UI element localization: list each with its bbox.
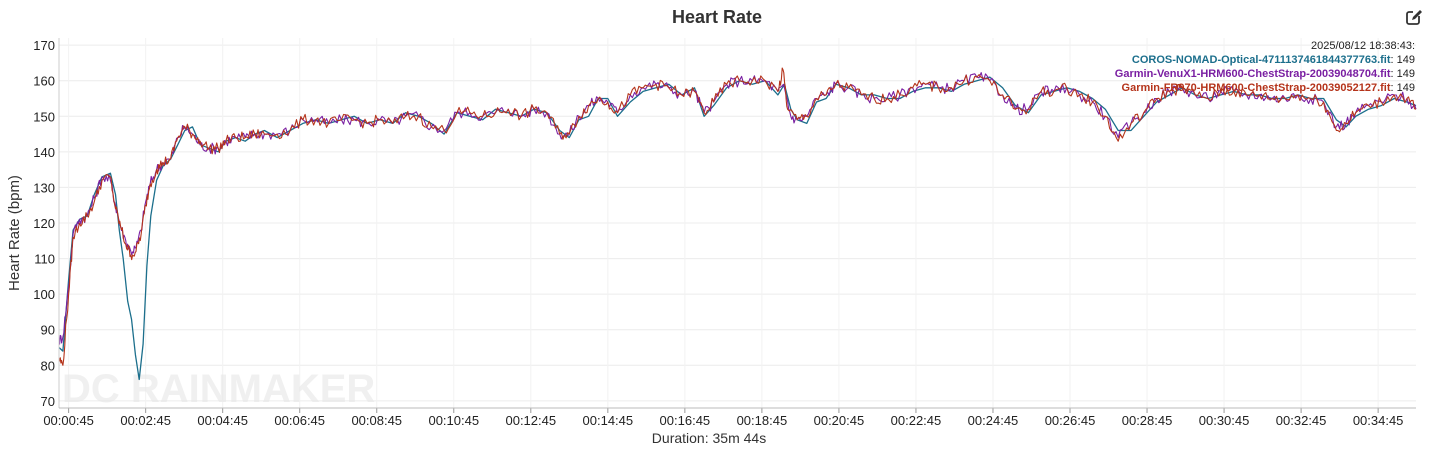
edit-icon[interactable]	[1405, 9, 1423, 27]
y-tick-label: 120	[33, 216, 55, 231]
x-tick-label: 00:34:45	[1353, 413, 1404, 428]
grid	[59, 38, 1416, 408]
tooltip-series-value: 149	[1397, 82, 1415, 94]
x-tick-label: 00:18:45	[737, 413, 788, 428]
watermark: DC RAINMAKER	[62, 367, 375, 411]
x-tick-label: 00:24:45	[968, 413, 1019, 428]
x-tick-label: 00:28:45	[1122, 413, 1173, 428]
x-tick-label: 00:08:45	[351, 413, 402, 428]
y-tick-label: 100	[33, 287, 55, 302]
series-line-3	[58, 67, 1417, 366]
tooltip-series-value: 149	[1397, 68, 1415, 80]
tooltip-entry: Garmin-VenuX1-HRM600-ChestStrap-20039048…	[1115, 68, 1415, 80]
y-tick-label: 110	[34, 252, 55, 267]
y-tick-label: 130	[33, 180, 55, 195]
tooltip-series-value: 149	[1397, 54, 1415, 66]
x-tick-label: 00:16:45	[660, 413, 711, 428]
x-axis-title: Duration: 35m 44s	[652, 430, 766, 446]
y-axis-title: Heart Rate (bpm)	[6, 175, 23, 291]
tooltip-series-name: Garmin-FR970-HRM600-ChestStrap-200390521…	[1122, 82, 1391, 94]
x-tick-label: 00:06:45	[274, 413, 325, 428]
x-tick-label: 00:00:45	[43, 413, 94, 428]
x-tick-label: 00:26:45	[1045, 413, 1096, 428]
y-tick-label: 150	[33, 109, 55, 124]
x-tick-label: 00:12:45	[505, 413, 556, 428]
series-lines	[58, 67, 1417, 381]
tooltip: 2025/08/12 18:38:43: COROS-NOMAD-Optical…	[1115, 40, 1415, 94]
y-tick-label: 80	[41, 358, 55, 373]
y-tick-label: 160	[33, 74, 55, 89]
tooltip-series-name: Garmin-VenuX1-HRM600-ChestStrap-20039048…	[1115, 68, 1391, 80]
series-line-2	[58, 72, 1417, 345]
axes: 70 80 90 100 110 120 130 140 150 160 170 00:00:45 00…	[33, 38, 1416, 428]
tooltip-entry: Garmin-FR970-HRM600-ChestStrap-200390521…	[1122, 82, 1415, 94]
x-tick-label: 00:32:45	[1276, 413, 1327, 428]
x-tick-label: 00:04:45	[197, 413, 248, 428]
y-tick-label: 70	[41, 394, 55, 409]
tooltip-series-name: COROS-NOMAD-Optical-4711137461844377763.…	[1132, 54, 1391, 66]
y-tick-label: 170	[33, 38, 55, 53]
x-tick-label: 00:02:45	[120, 413, 171, 428]
x-tick-label: 00:20:45	[814, 413, 865, 428]
tooltip-entry: COROS-NOMAD-Optical-4711137461844377763.…	[1132, 54, 1415, 66]
y-tick-label: 140	[33, 145, 55, 160]
tooltip-timestamp: 2025/08/12 18:38:43:	[1311, 40, 1415, 52]
x-tick-label: 00:22:45	[891, 413, 942, 428]
x-tick-label: 00:30:45	[1199, 413, 1250, 428]
chart-title: Heart Rate	[671, 7, 763, 27]
series-line-1	[58, 76, 1417, 381]
x-tick-label: 00:14:45	[583, 413, 634, 428]
y-tick-label: 90	[41, 323, 55, 338]
x-tick-label: 00:10:45	[428, 413, 479, 428]
